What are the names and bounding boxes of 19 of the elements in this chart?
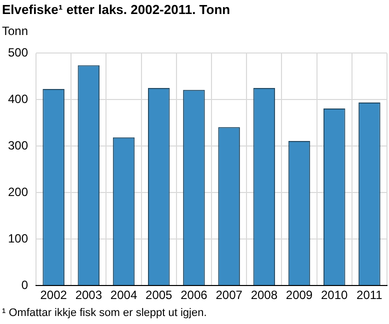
x-tick-label: 2007 — [216, 288, 243, 302]
x-tick-label: 2011 — [356, 288, 383, 302]
x-tick-label: 2005 — [146, 288, 173, 302]
y-tick-label: 100 — [8, 231, 28, 246]
x-tick-label: 2006 — [180, 288, 208, 302]
y-tick-label: 400 — [8, 92, 28, 106]
y-tick-label: 200 — [8, 184, 28, 199]
x-tick-label: 2010 — [321, 288, 348, 302]
x-tick-label: 2004 — [110, 288, 138, 302]
x-tick-label: 2003 — [75, 288, 102, 302]
y-tick-label: 500 — [8, 46, 28, 60]
y-axis-title: Tonn — [2, 24, 28, 38]
x-tick-label: 2008 — [250, 288, 278, 302]
y-tick-label: 0 — [21, 278, 28, 292]
x-tick-label: 2009 — [286, 288, 313, 302]
y-tick-label: 300 — [8, 138, 28, 152]
chart-title: Elvefiske¹ etter laks. 2002-2011. Tonn — [2, 2, 230, 17]
x-tick-label: 2002 — [40, 288, 68, 302]
text: ¹ Omfattar ikkje fisk som er sleppt ut igjen. — [2, 307, 207, 319]
